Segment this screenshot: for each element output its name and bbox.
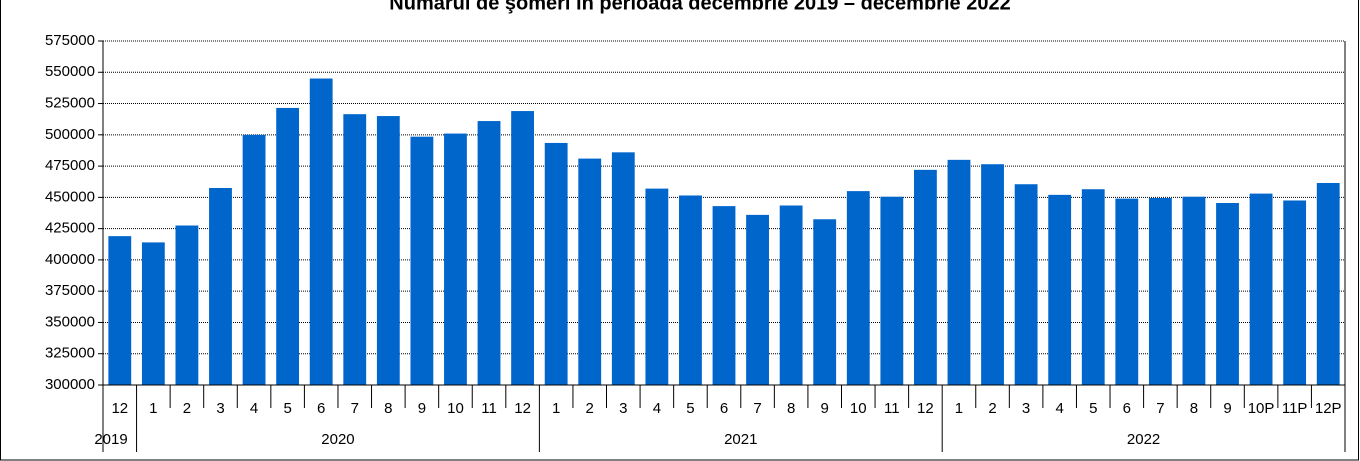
x-tick-label: 6: [720, 400, 728, 417]
x-tick-label: 7: [351, 400, 359, 417]
x-tick-label: 5: [686, 400, 694, 417]
bar: [1182, 196, 1206, 385]
x-tick-label: 10: [850, 400, 867, 417]
bar: [544, 142, 568, 385]
x-tick-label: 10: [447, 400, 464, 417]
x-tick-label: 4: [653, 400, 661, 417]
bar: [209, 187, 232, 385]
x-tick-label: 8: [787, 400, 795, 417]
y-tick-label: 450000: [45, 188, 95, 205]
x-tick-label: 5: [1089, 400, 1097, 417]
bar: [1115, 198, 1139, 385]
x-tick-label: 9: [1223, 400, 1231, 417]
x-tick-label: 12: [514, 400, 531, 417]
y-tick-label: 425000: [45, 220, 95, 237]
x-tick-label: 12P: [1315, 400, 1342, 417]
bar: [1216, 202, 1239, 385]
group-label: 2022: [1127, 431, 1160, 448]
bar: [309, 78, 333, 385]
group-label: 2021: [724, 431, 757, 448]
y-tick-label: 525000: [45, 95, 95, 112]
y-tick-label: 400000: [45, 251, 95, 268]
x-tick-label: 10P: [1248, 400, 1275, 417]
bar: [981, 164, 1004, 385]
x-tick-label: 2: [988, 400, 996, 417]
x-tick-label: 12: [111, 400, 128, 417]
bar: [645, 188, 669, 385]
bar: [679, 195, 702, 385]
bar: [746, 214, 769, 385]
x-tick-label: 3: [216, 400, 224, 417]
bar: [712, 206, 736, 385]
x-tick-label: 3: [619, 400, 627, 417]
bar: [578, 158, 602, 385]
x-tick-label: 5: [283, 400, 291, 417]
y-tick-label: 500000: [45, 126, 95, 143]
x-tick-label: 11: [481, 400, 497, 417]
x-tick-label: 11P: [1282, 400, 1308, 417]
bar: [813, 219, 837, 385]
bar: [1283, 200, 1307, 385]
bar: [108, 236, 132, 385]
bar: [947, 159, 971, 385]
x-tick-label: 6: [317, 400, 325, 417]
bar: [779, 205, 803, 385]
x-tick-label: 4: [1056, 400, 1064, 417]
y-tick-label: 300000: [45, 376, 95, 393]
x-tick-label: 4: [250, 400, 258, 417]
x-tick-label: 1: [552, 400, 560, 417]
x-tick-label: 12: [917, 400, 934, 417]
x-tick-label: 7: [753, 400, 761, 417]
bar: [611, 152, 635, 385]
bar: [1081, 189, 1105, 385]
y-tick-label: 375000: [45, 282, 95, 299]
bar: [376, 116, 400, 386]
bar: [511, 111, 535, 386]
bar: [141, 242, 165, 385]
bar: [913, 169, 937, 385]
x-tick-label: 11: [884, 400, 900, 417]
bar: [1014, 184, 1038, 385]
group-label: 2020: [321, 431, 354, 448]
bar: [444, 133, 467, 385]
bar: [1148, 197, 1172, 385]
y-tick-label: 550000: [45, 63, 95, 80]
x-tick-label: 6: [1123, 400, 1131, 417]
y-tick-label: 575000: [45, 32, 95, 49]
x-tick-label: 9: [821, 400, 829, 417]
bar: [880, 196, 904, 385]
y-tick-label: 350000: [45, 313, 95, 330]
x-tick-label: 9: [418, 400, 426, 417]
bar: [343, 114, 367, 385]
x-tick-label: 2: [586, 400, 594, 417]
y-tick-label: 325000: [45, 345, 95, 362]
bar: [410, 136, 434, 385]
bar: [242, 134, 266, 385]
bar: [477, 121, 501, 386]
bar: [1048, 194, 1072, 385]
x-tick-label: 1: [149, 400, 157, 417]
x-tick-label: 7: [1156, 400, 1164, 417]
bar: [1249, 193, 1273, 385]
bar: [846, 191, 870, 385]
x-tick-label: 3: [1022, 400, 1030, 417]
x-tick-label: 1: [955, 400, 963, 417]
x-tick-label: 8: [384, 400, 392, 417]
x-tick-label: 2: [183, 400, 191, 417]
chart-title: Numărul de şomeri în perioada decembrie …: [389, 0, 1010, 14]
group-label: 2019: [94, 431, 127, 448]
bar: [175, 225, 199, 385]
bar: [276, 107, 300, 385]
y-tick-label: 475000: [45, 157, 95, 174]
x-tick-label: 8: [1190, 400, 1198, 417]
bar: [1316, 182, 1340, 385]
